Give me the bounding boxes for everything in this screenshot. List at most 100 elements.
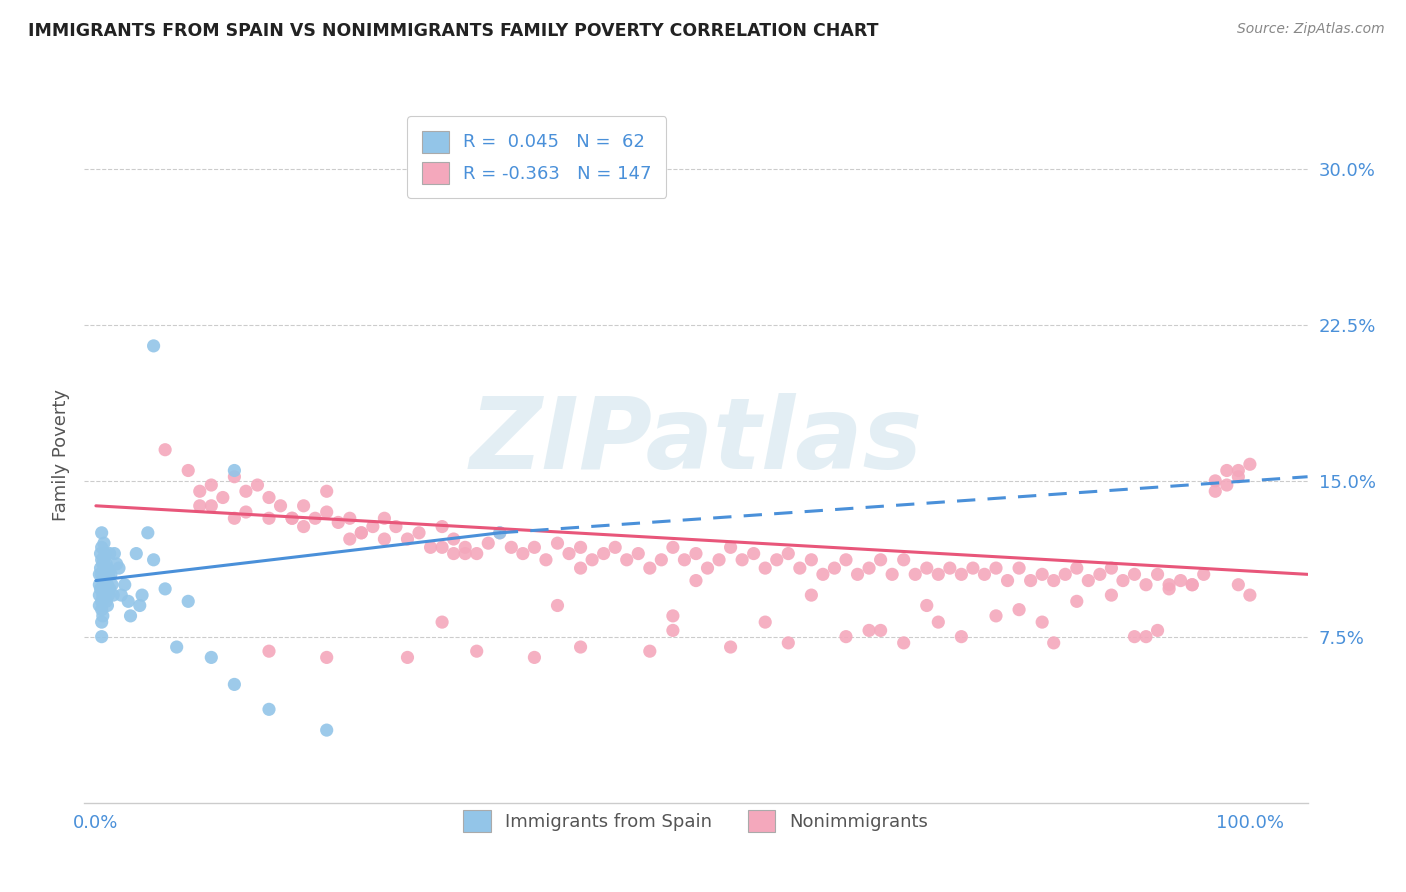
Point [927,615,949,629]
Point [1204,474,1226,488]
Point [882,567,904,582]
Point [1008,561,1031,575]
Point [1066,594,1088,608]
Point [136,525,159,540]
Point [93,567,115,582]
Point [454,547,477,561]
Point [281,511,304,525]
Point [858,561,880,575]
Point [1042,636,1064,650]
Point [581,553,603,567]
Point [89,588,111,602]
Point [361,519,384,533]
Point [950,630,973,644]
Point [465,547,488,561]
Point [1112,574,1135,588]
Point [142,339,165,353]
Point [1123,630,1146,644]
Point [1227,469,1250,483]
Point [673,553,696,567]
Point [685,547,707,561]
Point [605,541,627,555]
Point [1227,578,1250,592]
Point [547,599,569,613]
Point [1181,578,1204,592]
Point [396,650,419,665]
Point [1181,578,1204,592]
Point [731,553,754,567]
Point [96,578,118,592]
Point [1146,567,1168,582]
Point [915,599,938,613]
Point [430,519,453,533]
Point [547,536,569,550]
Point [778,636,800,650]
Point [1031,567,1053,582]
Point [927,567,949,582]
Point [257,644,280,658]
Point [91,608,114,623]
Point [696,561,718,575]
Point [396,532,419,546]
Point [125,547,148,561]
Point [91,588,114,602]
Point [662,541,685,555]
Point [558,547,581,561]
Point [93,588,115,602]
Point [94,588,117,602]
Point [101,578,124,592]
Point [224,677,246,691]
Point [650,553,672,567]
Point [685,574,707,588]
Point [235,484,257,499]
Point [904,567,927,582]
Point [91,574,114,588]
Point [89,547,111,561]
Point [707,553,730,567]
Point [89,567,111,582]
Point [1054,567,1077,582]
Point [569,640,592,654]
Point [915,561,938,575]
Point [800,588,823,602]
Point [858,624,880,638]
Point [235,505,257,519]
Point [90,541,112,555]
Point [477,536,499,550]
Point [91,557,114,571]
Point [373,511,395,525]
Point [1170,574,1192,588]
Point [765,553,787,567]
Point [616,553,638,567]
Point [94,561,117,575]
Text: IMMIGRANTS FROM SPAIN VS NONIMMIGRANTS FAMILY POVERTY CORRELATION CHART: IMMIGRANTS FROM SPAIN VS NONIMMIGRANTS F… [28,22,879,40]
Point [1099,588,1122,602]
Point [166,640,188,654]
Point [110,588,132,602]
Point [246,478,269,492]
Point [200,650,222,665]
Point [103,588,125,602]
Point [662,624,685,638]
Point [893,636,915,650]
Point [419,541,441,555]
Point [131,588,153,602]
Point [569,561,592,575]
Point [142,553,165,567]
Point [534,553,557,567]
Point [93,553,115,567]
Point [1159,578,1181,592]
Point [90,567,112,582]
Point [1216,478,1239,492]
Point [835,630,858,644]
Point [93,536,115,550]
Point [188,484,211,499]
Point [1239,457,1261,471]
Point [1204,484,1226,499]
Point [188,499,211,513]
Point [778,547,800,561]
Point [257,511,280,525]
Point [939,561,962,575]
Point [96,557,118,571]
Point [1008,602,1031,616]
